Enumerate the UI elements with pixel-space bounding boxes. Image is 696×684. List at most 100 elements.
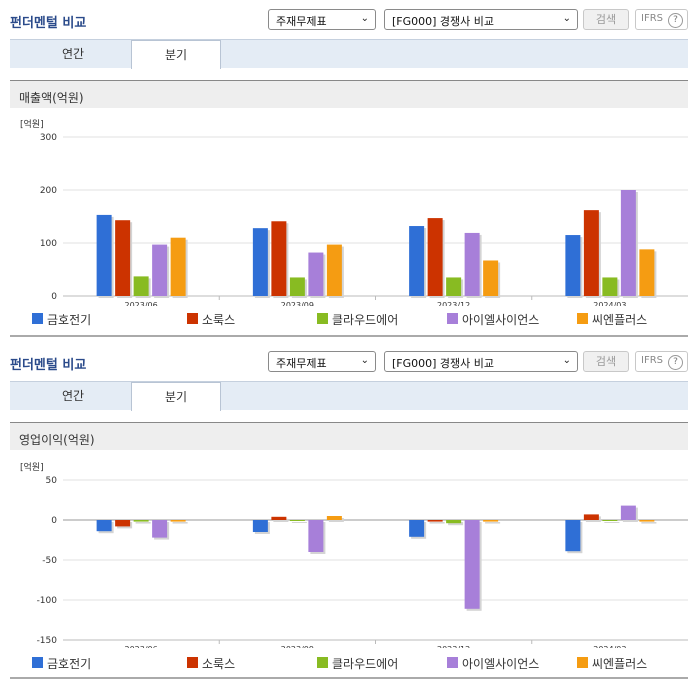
- financial-statement-select[interactable]: 주재무제표 ⌄: [268, 9, 376, 30]
- compare-group-select-value: [FG000] 경쟁사 비교: [392, 357, 495, 370]
- legend-swatch: [32, 657, 43, 668]
- x-tick-label: 2023/06: [125, 301, 158, 306]
- bar: [152, 244, 168, 296]
- compare-group-select-value: [FG000] 경쟁사 비교: [392, 15, 495, 28]
- y-tick-label: 50: [46, 476, 58, 486]
- ifrs-label: IFRS: [641, 13, 663, 24]
- bar-shadow: [429, 522, 445, 524]
- bar: [565, 520, 581, 552]
- chart-subtitle: 영업이익(억원): [10, 422, 688, 450]
- y-tick-label: 300: [40, 133, 57, 143]
- panel-divider: [10, 335, 688, 337]
- bar: [409, 226, 425, 296]
- legend-swatch: [32, 313, 43, 324]
- bar: [483, 260, 499, 296]
- period-tabs: 연간 분기: [10, 39, 688, 69]
- bar: [464, 232, 480, 296]
- compare-group-select[interactable]: [FG000] 경쟁사 비교 ⌄: [384, 9, 578, 30]
- chart-legend: 금호전기 소룩스 클라우드에어 아이엘사이언스 씨엔플러스: [10, 311, 688, 327]
- y-tick-label: 100: [40, 239, 57, 249]
- legend-label: 금호전기: [47, 657, 92, 671]
- question-icon: ?: [668, 355, 683, 370]
- bar: [602, 520, 618, 521]
- x-tick-label: 2023/09: [281, 301, 314, 306]
- search-button[interactable]: 검색: [583, 351, 629, 372]
- bar: [620, 505, 636, 520]
- chevron-down-icon: ⌄: [360, 355, 369, 366]
- bar: [583, 514, 599, 520]
- legend-swatch: [577, 313, 588, 324]
- tab-quarterly[interactable]: 분기: [131, 382, 221, 411]
- x-tick-label: 2023/12: [437, 301, 470, 306]
- bar-chart: [억원]50 0 -50 -100 -150 2023/06 2023/09 2023/12 2…: [20, 461, 688, 648]
- tab-annual[interactable]: 연간: [61, 47, 85, 61]
- y-unit-label: [억원]: [20, 461, 44, 473]
- panel-divider: [10, 677, 688, 679]
- bar-shadow: [291, 522, 307, 523]
- bar: [565, 235, 581, 296]
- tab-quarterly[interactable]: 분기: [131, 40, 221, 69]
- bar: [308, 252, 324, 296]
- search-button[interactable]: 검색: [583, 9, 629, 30]
- financial-statement-select-value: 주재무제표: [276, 357, 327, 370]
- bar: [271, 221, 287, 296]
- panel-header: 펀더멘털 비교 주재무제표 ⌄ [FG000] 경쟁사 비교 ⌄ 검색 IFRS…: [0, 0, 696, 38]
- y-tick-label: -100: [37, 596, 58, 606]
- legend-swatch: [317, 313, 328, 324]
- legend-label: 클라우드에어: [332, 657, 399, 671]
- bar: [427, 218, 443, 296]
- legend-label: 아이엘사이언스: [462, 657, 540, 671]
- legend-swatch: [577, 657, 588, 668]
- legend-label: 소룩스: [202, 313, 236, 327]
- bar: [326, 244, 342, 296]
- bar: [115, 520, 131, 527]
- bar: [152, 520, 168, 538]
- bar-shadow: [273, 518, 289, 522]
- panel-title: 펀더멘털 비교: [10, 16, 87, 31]
- legend-swatch: [447, 657, 458, 668]
- tab-annual[interactable]: 연간: [61, 389, 85, 403]
- bar: [583, 210, 599, 296]
- bar: [252, 520, 268, 532]
- chart-subtitle: 매출액(억원): [10, 80, 688, 108]
- bar: [602, 277, 618, 296]
- bar: [170, 237, 186, 296]
- bar: [289, 277, 305, 296]
- x-tick-label: 2024/03: [593, 301, 626, 306]
- bar: [409, 520, 425, 537]
- x-tick-label: 2023/09: [281, 645, 314, 648]
- ifrs-help-button[interactable]: IFRS ?: [635, 9, 688, 30]
- legend-label: 금호전기: [47, 313, 92, 327]
- chevron-down-icon: ⌄: [562, 355, 571, 366]
- bar: [639, 249, 655, 296]
- legend-swatch: [187, 313, 198, 324]
- ifrs-help-button[interactable]: IFRS ?: [635, 351, 688, 372]
- bar: [133, 276, 149, 296]
- bar-shadow: [448, 522, 464, 526]
- financial-statement-select-value: 주재무제표: [276, 15, 327, 28]
- compare-group-select[interactable]: [FG000] 경쟁사 비교 ⌄: [384, 351, 578, 372]
- chevron-down-icon: ⌄: [360, 13, 369, 24]
- y-tick-label: 200: [40, 186, 57, 196]
- bar: [464, 520, 480, 609]
- bar: [133, 520, 149, 522]
- y-tick-label: -150: [37, 636, 58, 646]
- bar: [620, 190, 636, 296]
- legend-swatch: [317, 657, 328, 668]
- y-tick-label: 0: [51, 516, 57, 526]
- bar: [96, 214, 112, 296]
- y-tick-label: -50: [42, 556, 57, 566]
- bar: [252, 228, 268, 296]
- chart-legend: 금호전기 소룩스 클라우드에어 아이엘사이언스 씨엔플러스: [10, 655, 688, 671]
- bar: [308, 520, 324, 552]
- panel-title: 펀더멘털 비교: [10, 358, 87, 373]
- legend-label: 씨엔플러스: [592, 657, 648, 671]
- panel-header: 펀더멘털 비교 주재무제표 ⌄ [FG000] 경쟁사 비교 ⌄ 검색 IFRS…: [0, 342, 696, 380]
- bar: [115, 220, 131, 296]
- fundamental-panel-operating-profit: 펀더멘털 비교 주재무제표 ⌄ [FG000] 경쟁사 비교 ⌄ 검색 IFRS…: [0, 342, 696, 684]
- financial-statement-select[interactable]: 주재무제표 ⌄: [268, 351, 376, 372]
- bar: [271, 516, 287, 520]
- y-unit-label: [억원]: [20, 118, 44, 130]
- bar: [427, 520, 443, 522]
- ifrs-label: IFRS: [641, 355, 663, 366]
